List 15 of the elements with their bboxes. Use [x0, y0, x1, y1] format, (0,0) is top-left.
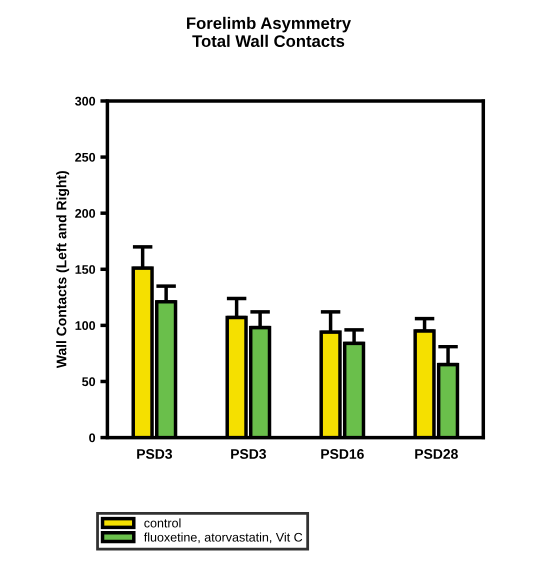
x-tick-label: PSD3	[137, 449, 172, 459]
y-tick-label: 150	[76, 265, 96, 274]
legend-label: fluoxetine, atorvastatin, Vit C	[144, 532, 302, 544]
x-tick-label: PSD3	[231, 449, 266, 459]
y-tick-label: 0	[89, 433, 96, 442]
chart-title: Forelimb Asymmetry Total Wall Contacts	[187, 16, 351, 48]
y-tick-label: 200	[75, 208, 96, 218]
y-tick-label: 100	[76, 321, 96, 330]
x-tick-label: PSD16	[321, 449, 364, 459]
x-tick-label: PSD28	[415, 449, 458, 459]
legend-label: control	[144, 518, 180, 528]
y-tick-label: 50	[82, 377, 96, 386]
y-tick-label: 300	[75, 96, 96, 106]
y-axis-title: Wall Contacts (Left and Right)	[56, 171, 70, 368]
y-tick-label: 250	[75, 152, 96, 162]
